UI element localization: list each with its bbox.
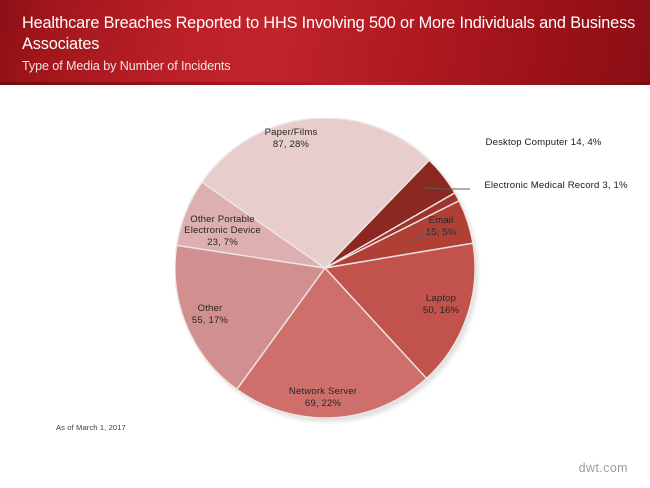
pie-label-value: 69, 22%: [304, 397, 342, 409]
pie-chart: Paper/Films 87, 28% Other Portable Elect…: [0, 85, 650, 488]
pie-graphic: [175, 118, 478, 422]
pie-label-other: Other 55, 17%: [160, 303, 260, 326]
leader-lines: [409, 187, 470, 243]
pie-slice[interactable]: [323, 242, 475, 380]
pie-label-value: 15, 5%: [425, 226, 457, 238]
pie-label-value: 3, 1%: [602, 180, 628, 191]
pie-label-name: Desktop Computer: [485, 137, 568, 148]
watermark-dwt: dwt.com: [578, 461, 628, 475]
pie-label-network-server: Network Server 69, 22%: [258, 386, 388, 409]
leader-line-desktop-computer: [409, 230, 459, 243]
pie-slices-svg: [175, 118, 475, 418]
pie-slice[interactable]: [200, 118, 431, 269]
page-title: Healthcare Breaches Reported to HHS Invo…: [22, 14, 636, 53]
leader-line-electronic-medical-record: [423, 187, 470, 190]
pie-slice[interactable]: [235, 266, 428, 418]
pie-label-value: 87, 28%: [272, 138, 310, 150]
page-subtitle: Type of Media by Number of Incidents: [22, 59, 231, 73]
pie-label-value: 50, 16%: [422, 304, 460, 316]
pie-label-name: Paper/Films: [264, 127, 318, 138]
pie-label-name: Network Server: [288, 386, 358, 397]
pie-label-value: 55, 17%: [191, 314, 229, 326]
pie-label-other-portable-electronic-device: Other Portable Electronic Device 23, 7%: [160, 214, 285, 248]
pie-callout-electronic-medical-record: Electronic Medical Record 3, 1%: [470, 180, 642, 192]
pie-label-paper-films: Paper/Films 87, 28%: [236, 127, 346, 150]
pie-label-name: Other Portable Electronic Device: [184, 214, 261, 237]
pie-slice[interactable]: [175, 244, 327, 391]
pie-label-value: 14, 4%: [570, 137, 602, 148]
pie-label-name: Electronic Medical Record: [484, 180, 600, 191]
footnote-as-of-date: As of March 1, 2017: [56, 423, 126, 432]
pie-label-email: Email 15, 5%: [403, 215, 479, 238]
pie-label-laptop: Laptop 50, 16%: [391, 293, 491, 316]
pie-label-name: Laptop: [425, 293, 457, 304]
pie-label-value: 23, 7%: [207, 236, 238, 248]
pie-label-name: Other: [197, 303, 223, 314]
pie-label-name: Email: [428, 215, 454, 226]
pie-callout-desktop-computer: Desktop Computer 14, 4%: [461, 137, 626, 149]
title-banner: Healthcare Breaches Reported to HHS Invo…: [0, 0, 650, 85]
